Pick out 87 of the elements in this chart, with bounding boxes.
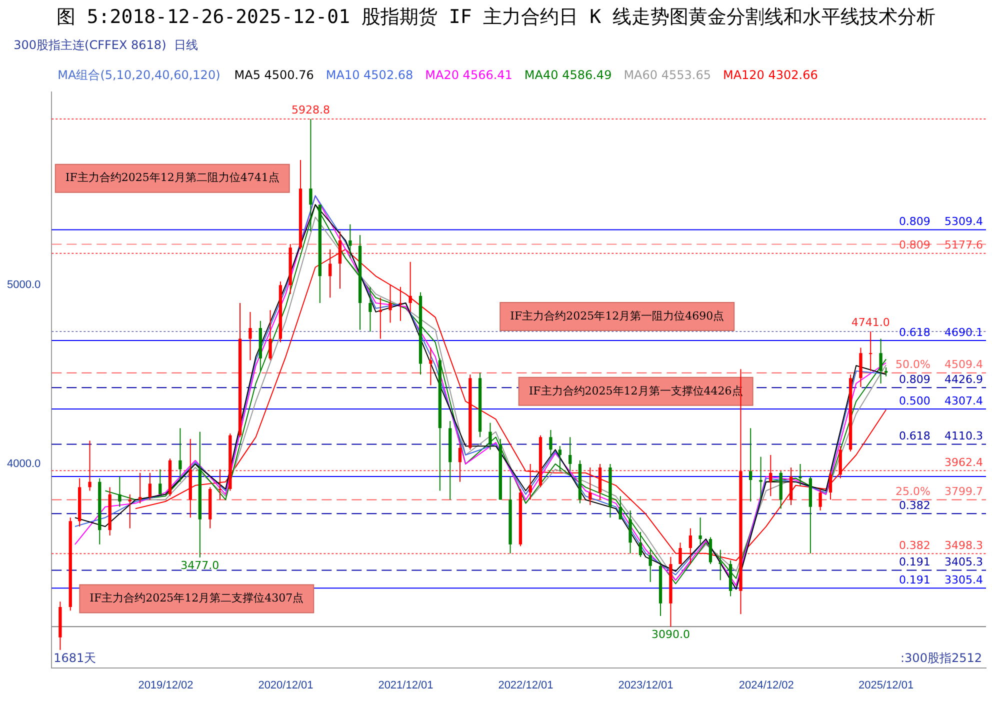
annotation: 0.382: [898, 539, 930, 552]
x-tick-label: 2024/12/02: [738, 679, 794, 692]
annotation: IF主力合约2025年12月第二支撑位4307点: [90, 592, 304, 605]
annotation: 0.618: [898, 326, 930, 339]
candlestick: [869, 330, 872, 372]
candlestick: [769, 454, 772, 497]
candlestick: [528, 463, 532, 500]
ref-line-label: 4307.4: [944, 394, 983, 408]
candlestick: [248, 311, 252, 361]
ref-line-label: 4110.3: [944, 430, 983, 443]
annotation: 0.500: [898, 394, 930, 408]
candlestick: [818, 488, 822, 511]
annotation: 0.809: [898, 215, 930, 228]
annotation: 0.618: [898, 430, 930, 443]
annotation: 5928.8: [291, 103, 330, 116]
y-tick-label: 4000.0: [6, 458, 41, 470]
candlestick: [268, 310, 272, 361]
ref-line-label: 3962.4: [944, 456, 983, 470]
annotation: 25.0%: [895, 485, 930, 498]
candlestick: [549, 429, 552, 458]
candlestick: [218, 468, 222, 500]
candlestick: [628, 510, 632, 554]
annotation: 0.191: [898, 574, 930, 587]
x-tick-label: 2021/12/01: [378, 679, 434, 692]
candlestick: [128, 494, 132, 529]
text: MA60 4553.65: [624, 68, 711, 82]
x-tick-label: 2025/12/01: [858, 679, 914, 692]
text: MA120 4302.66: [722, 68, 818, 82]
annotation: IF主力合约2025年12月第一阻力位4690点: [510, 309, 724, 322]
ref-line-label: 3405.3: [944, 556, 983, 569]
annotation: 1681天: [54, 650, 96, 665]
candlestick: [178, 428, 182, 482]
x-tick-label: 2020/12/01: [258, 679, 314, 692]
candlestick: [429, 347, 432, 386]
candlestick: [368, 286, 372, 332]
candlestick: [798, 463, 802, 486]
ref-line-label: 3305.4: [944, 574, 983, 587]
candlestick: [158, 468, 162, 495]
annotation: 0.382: [898, 499, 930, 512]
candlestick: [618, 496, 622, 520]
y-tick-label: 5000.0: [6, 279, 41, 292]
candlestick: [749, 428, 752, 502]
x-tick-label: 2019/12/02: [138, 679, 194, 692]
annotation: IF主力合约2025年12月第二阻力位4741点: [65, 171, 280, 184]
ref-line-label: 5177.6: [944, 238, 983, 252]
text: MA5 4500.76: [234, 68, 314, 82]
candlestick: [488, 422, 492, 450]
candlestick: [638, 531, 642, 558]
annotation: 50.0%: [895, 358, 930, 372]
candlestick: [828, 470, 832, 500]
chart-title: 图 5:2018-12-26-2025-12-01 股指期货 IF 主力合约日 K 线走势图黄金分割线和水平线技术分析: [55, 5, 937, 30]
text: MA40 4586.49: [524, 68, 612, 82]
x-tick-label: 2022/12/01: [498, 679, 554, 692]
candlestick: [698, 517, 702, 545]
ref-line-label: 3799.7: [944, 485, 983, 498]
candlestick: [378, 297, 382, 340]
candlestick: [708, 536, 712, 565]
candlestick: [458, 444, 462, 482]
ref-line-label: 5309.4: [944, 215, 983, 228]
candlestick: [398, 286, 402, 322]
candlestick: [388, 284, 392, 324]
text: 300股指主连(CFFEX 8618) 日线: [14, 38, 198, 52]
annotation: 3090.0: [651, 628, 690, 642]
candlestick: [558, 446, 562, 472]
ref-line-label: 4509.4: [944, 358, 983, 372]
candlestick: [568, 436, 572, 472]
annotation: :300股指2512: [900, 650, 982, 665]
ref-line-label: 4426.9: [944, 372, 983, 386]
annotation: 0.191: [898, 556, 930, 569]
ref-line-label: 3498.3: [944, 539, 983, 552]
candlestick: [879, 338, 882, 384]
candlestick: [148, 472, 152, 500]
candlestick: [759, 456, 762, 500]
candlestick: [789, 467, 793, 506]
candlestick: [408, 261, 412, 312]
candlestick: [348, 224, 352, 259]
x-tick-label: 2023/12/01: [618, 679, 674, 692]
annotation: 4741.0: [851, 316, 890, 329]
candlestick: [88, 440, 92, 492]
candlestick: [588, 467, 592, 506]
text: MA20 4566.41: [425, 68, 512, 82]
annotation: 0.809: [898, 372, 930, 386]
candlestick: [118, 476, 122, 508]
ref-line-label: 4690.1: [944, 326, 983, 339]
legend-title: MA组合(5,10,20,40,60,120): [58, 68, 220, 82]
annotation: 3477.0: [180, 558, 220, 572]
text: MA10 4502.68: [326, 68, 414, 82]
